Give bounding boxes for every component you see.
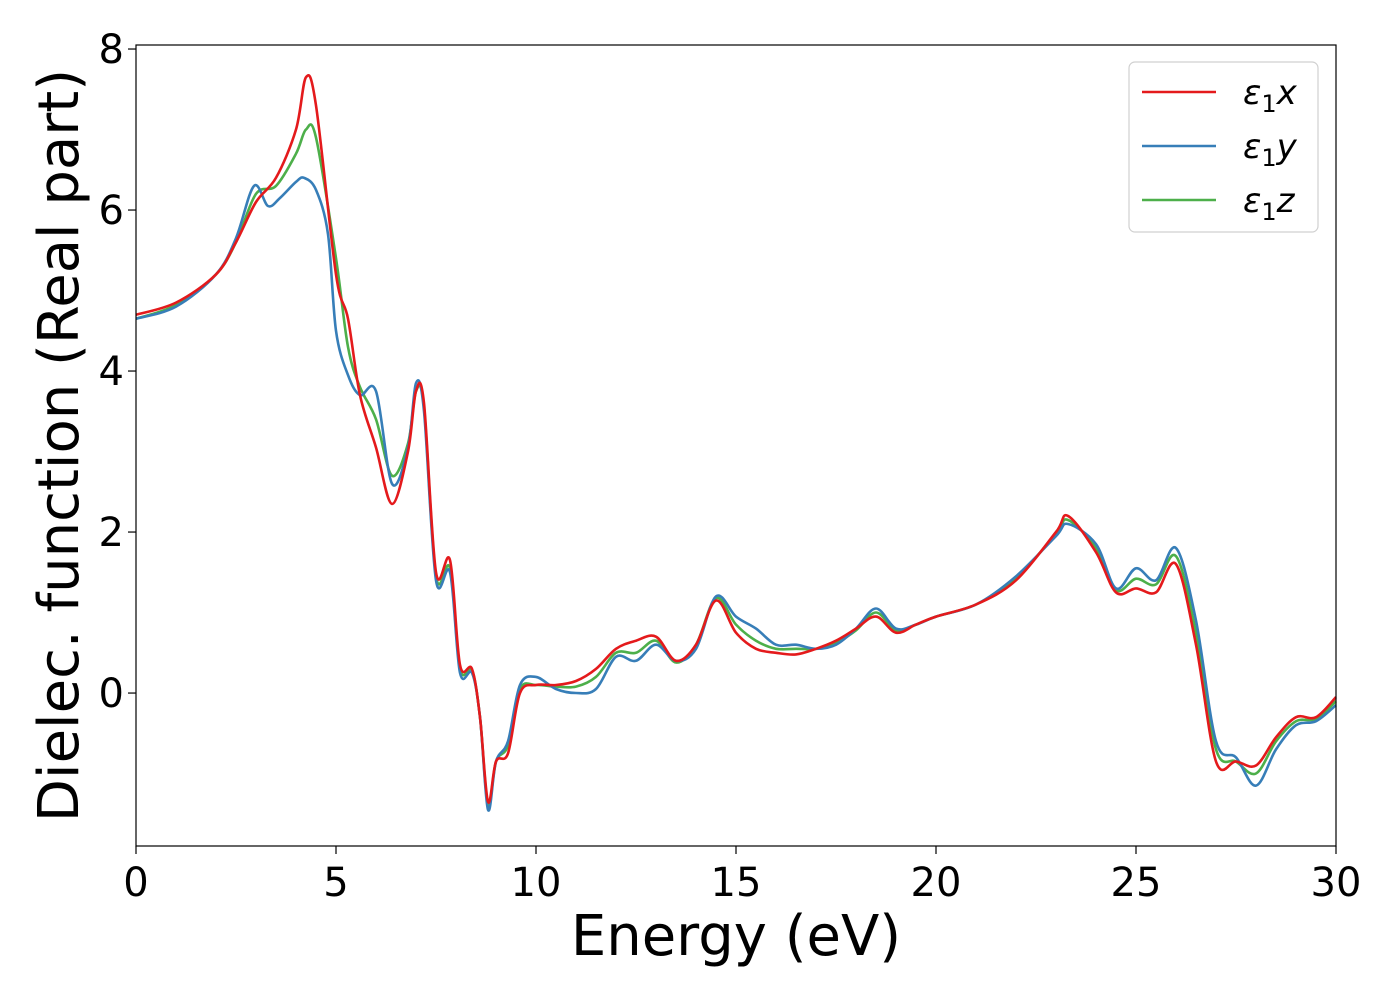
legend-label-base: ε <box>1243 127 1261 167</box>
x-tick-label: 25 <box>1111 860 1162 906</box>
y-tick-label: 6 <box>99 188 124 234</box>
x-axis-title: Energy (eV) <box>571 904 901 969</box>
x-tick-label: 0 <box>123 860 148 906</box>
y-tick-label: 4 <box>99 349 124 395</box>
y-tick-label: 2 <box>99 510 124 556</box>
legend-box <box>1128 61 1319 233</box>
y-axis-ticks: 0 2 4 6 8 <box>99 27 136 717</box>
legend-label-subscript: 1 <box>1261 144 1276 172</box>
series-line-z <box>135 123 1337 808</box>
x-tick-label: 10 <box>511 860 562 906</box>
y-axis-title: Dielec. function (Real part) <box>27 69 92 822</box>
x-axis-ticks: 0 5 10 15 20 25 30 <box>123 846 1361 906</box>
legend-label-base: ε <box>1243 73 1261 113</box>
legend-label-axis: y <box>1276 127 1298 167</box>
x-tick-label: 15 <box>711 860 762 906</box>
legend-label-z: ε1z <box>1243 181 1296 226</box>
x-tick-label: 30 <box>1311 860 1362 906</box>
x-tick-label: 20 <box>911 860 962 906</box>
legend-label-axis: z <box>1276 181 1296 221</box>
legend-label-base: ε <box>1243 181 1261 221</box>
legend-label-y: ε1y <box>1243 127 1298 172</box>
series-lines <box>135 73 1337 812</box>
legend-label-subscript: 1 <box>1261 90 1276 118</box>
legend-label-x: ε1x <box>1243 73 1298 118</box>
series-line-y <box>135 176 1337 812</box>
legend-label-axis: x <box>1276 73 1298 113</box>
x-tick-label: 5 <box>323 860 348 906</box>
legend-label-subscript: 1 <box>1261 198 1276 226</box>
series-line-x <box>135 73 1337 804</box>
y-tick-label: 0 <box>99 671 124 717</box>
y-tick-label: 8 <box>99 27 124 73</box>
